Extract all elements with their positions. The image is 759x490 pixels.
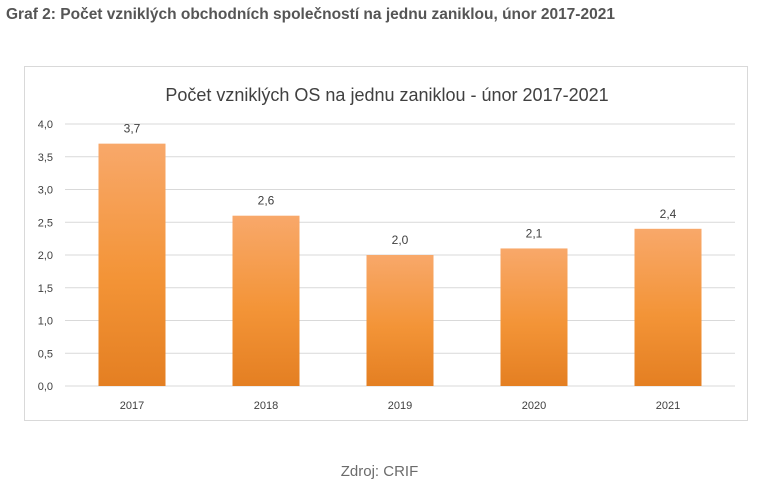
data-label-2020: 2,1 xyxy=(526,226,543,240)
bar-2019 xyxy=(366,255,434,386)
x-tick-label: 2017 xyxy=(120,400,144,412)
source-note: Zdroj: CRIF xyxy=(340,463,419,480)
data-label-2017: 3,7 xyxy=(124,122,141,136)
data-label-2021: 2,4 xyxy=(660,207,677,221)
data-label-2019: 2,0 xyxy=(392,233,409,247)
y-tick-label: 0,0 xyxy=(38,381,53,393)
y-tick-label: 1,0 xyxy=(38,316,53,328)
data-label-2018: 2,6 xyxy=(258,194,275,208)
data-labels: 3,7 2,6 2,0 2,1 2,4 xyxy=(124,122,677,247)
y-tick-label: 0,5 xyxy=(38,348,53,360)
figure-caption: Graf 2: Počet vzniklých obchodních spole… xyxy=(6,6,615,23)
y-tick-label: 4,0 xyxy=(38,119,53,131)
bar-2020 xyxy=(500,248,568,386)
bars xyxy=(98,143,702,386)
bar-2018 xyxy=(232,215,300,386)
y-tick-label: 1,5 xyxy=(38,283,53,295)
x-tick-label: 2019 xyxy=(388,400,412,412)
bar-chart: Počet vzniklých OS na jednu zaniklou - ú… xyxy=(38,85,735,412)
chart-title: Počet vzniklých OS na jednu zaniklou - ú… xyxy=(165,85,608,105)
x-axis-ticks: 2017 2018 2019 2020 2021 xyxy=(120,400,680,412)
bar-2021 xyxy=(634,228,702,386)
y-tick-label: 2,0 xyxy=(38,250,53,262)
x-tick-label: 2021 xyxy=(656,400,680,412)
y-tick-label: 3,5 xyxy=(38,152,53,164)
chart-frame: Počet vzniklých OS na jednu zaniklou - ú… xyxy=(24,66,748,421)
x-tick-label: 2018 xyxy=(254,400,278,412)
y-tick-label: 3,0 xyxy=(38,185,53,197)
y-tick-label: 2,5 xyxy=(38,217,53,229)
bar-2017 xyxy=(98,143,166,386)
y-axis-ticks: 0,0 0,5 1,0 1,5 2,0 2,5 3,0 3,5 4,0 xyxy=(38,119,53,393)
x-tick-label: 2020 xyxy=(522,400,546,412)
